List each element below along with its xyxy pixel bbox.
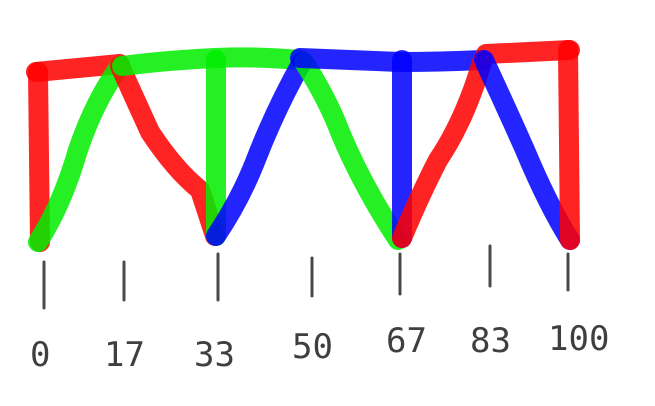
member-blue-top-50-83 [290, 48, 492, 72]
member-red-vertical-100 [558, 40, 580, 250]
tick-label-83: 83 [470, 321, 511, 361]
member-blue-diagonal-33-50 [206, 52, 312, 246]
member-red-diagonal-17-33 [110, 56, 225, 246]
axis-tick-labels: 0 17 33 50 67 83 100 [30, 319, 609, 375]
member-red-top-0-17 [26, 54, 130, 82]
member-red-vertical-0 [28, 62, 50, 252]
tick-label-33: 33 [194, 335, 235, 375]
member-green-diagonal-50-67 [294, 52, 408, 250]
member-green-diagonal-0-17 [28, 56, 130, 252]
member-red-diagonal-67-83 [392, 52, 492, 248]
truss-members [26, 40, 580, 252]
tick-label-0: 0 [30, 335, 50, 375]
tick-label-17: 17 [104, 335, 145, 375]
member-blue-diagonal-83-100 [474, 50, 580, 250]
tick-label-50: 50 [292, 327, 333, 367]
member-red-top-83-100 [476, 40, 580, 64]
axis-ticks [42, 244, 570, 310]
tick-label-100: 100 [548, 319, 609, 359]
tick-label-67: 67 [386, 321, 427, 361]
